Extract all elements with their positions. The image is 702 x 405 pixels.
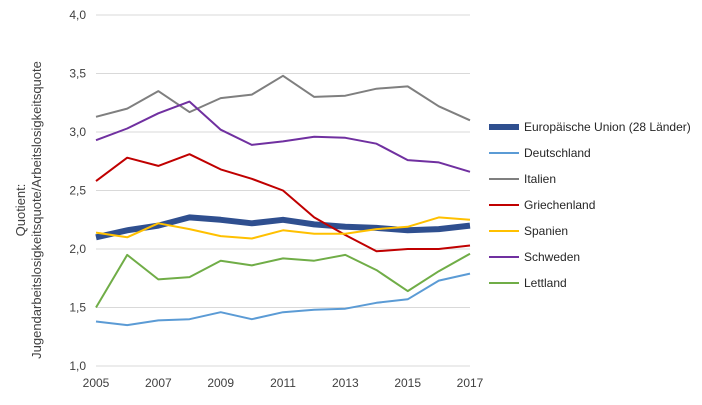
series-line-3 <box>95 153 471 253</box>
series-line-4 <box>95 216 471 240</box>
y-tick-label: 3,0 <box>69 125 86 139</box>
x-tick-label: 2017 <box>457 376 484 390</box>
y-tick-label: 3,5 <box>69 67 86 81</box>
series-line-1 <box>95 272 471 327</box>
legend-label-5: Schweden <box>524 250 580 264</box>
x-tick-label: 2009 <box>207 376 234 390</box>
legend-label-3: Griechenland <box>524 198 595 212</box>
legend-label-2: Italien <box>524 172 556 186</box>
series-line-6 <box>95 252 471 309</box>
x-tick-label: 2011 <box>270 376 296 390</box>
legend-label-4: Spanien <box>524 224 568 238</box>
x-tick-label: 2005 <box>83 376 110 390</box>
legend: Europäische Union (28 Länder) Deutschland… <box>489 120 691 290</box>
y-tick-label: 2,5 <box>69 184 86 198</box>
y-axis-ticks: 1,0 1,5 2,0 2,5 3,0 3,5 4,0 <box>69 8 86 373</box>
series-line-0 <box>95 214 471 241</box>
y-tick-label: 2,0 <box>69 242 86 256</box>
series-line-5 <box>95 100 471 173</box>
y-tick-label: 4,0 <box>69 8 86 22</box>
y-tick-label: 1,5 <box>69 301 86 315</box>
grid <box>96 14 470 367</box>
legend-label-6: Lettland <box>524 276 567 290</box>
y-axis-label-line-1: Quotient: <box>13 184 28 237</box>
x-tick-label: 2007 <box>145 376 172 390</box>
x-tick-label: 2015 <box>394 376 421 390</box>
legend-label-0: Europäische Union (28 Länder) <box>524 120 691 134</box>
y-axis-label-line-2: Jugendarbeitslosigkeitsquote/Arbeitslosi… <box>29 61 44 359</box>
series-line-2 <box>95 74 471 122</box>
x-axis-ticks: 2005 2007 2009 2011 2013 2015 2017 <box>83 376 484 390</box>
x-tick-label: 2013 <box>332 376 359 390</box>
series-lines <box>95 74 471 327</box>
legend-label-1: Deutschland <box>524 146 591 160</box>
y-tick-label: 1,0 <box>69 359 86 373</box>
